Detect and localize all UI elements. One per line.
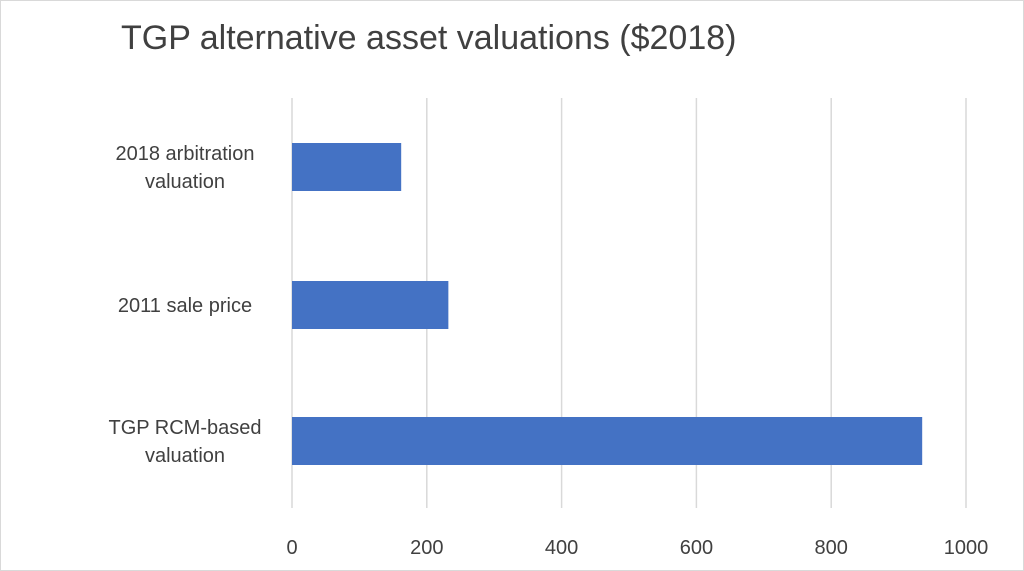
x-tick-label: 200 [410, 537, 443, 559]
x-tick-label: 0 [286, 537, 297, 559]
category-label: 2011 sale price [118, 295, 252, 317]
x-tick-label: 600 [680, 537, 713, 559]
category-label-line: valuation [145, 171, 225, 193]
bar [292, 417, 923, 465]
category-label-line: valuation [145, 445, 225, 467]
category-label: 2018 arbitration valuation [116, 143, 255, 193]
bar [292, 143, 402, 191]
category-label-line: TGP RCM-based [108, 417, 261, 439]
category-label-line: 2018 arbitration [116, 143, 255, 165]
category-label-line: 2011 sale price [118, 295, 252, 317]
chart-title: TGP alternative asset valuations ($2018) [121, 19, 737, 57]
x-tick-label: 1000 [944, 537, 989, 559]
bar [292, 281, 449, 329]
category-label: TGP RCM-based valuation [108, 417, 261, 467]
x-tick-label: 400 [545, 537, 578, 559]
x-tick-label: 800 [815, 537, 848, 559]
